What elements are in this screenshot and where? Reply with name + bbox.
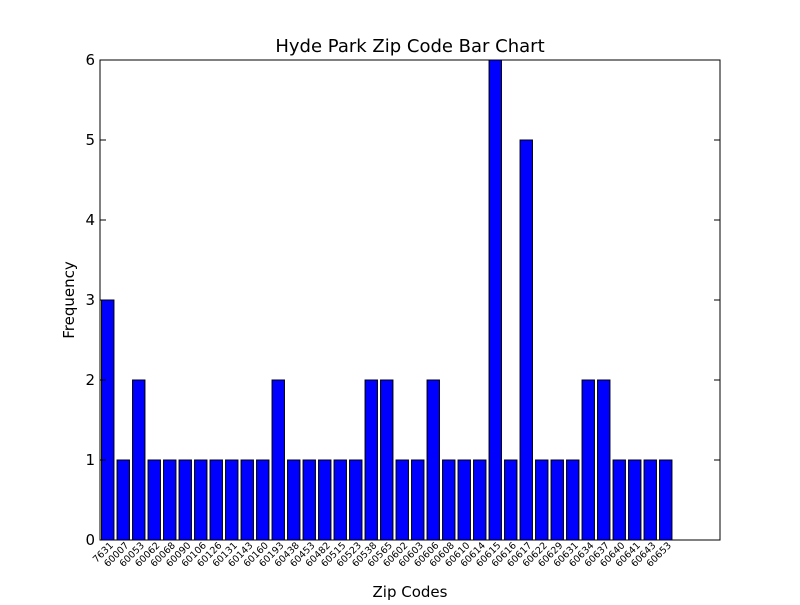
bar-60062	[147, 459, 161, 541]
bar-60610	[457, 459, 471, 541]
bar-60438	[287, 459, 301, 541]
bar-60160	[256, 459, 270, 541]
bar-60482	[318, 459, 332, 541]
bar-60643	[643, 459, 657, 541]
y-ticks-group: 0 1 2 3 4 5 6	[85, 51, 720, 549]
bar-60640	[612, 459, 626, 541]
plot-frame	[99, 59, 721, 541]
bar-60641	[628, 459, 642, 541]
bar-60131	[225, 459, 239, 541]
bar-60614	[473, 459, 487, 541]
y-tick-label: 6	[85, 51, 95, 69]
y-tick-label: 1	[85, 451, 95, 469]
bar-60053	[132, 379, 146, 541]
bar-60068	[163, 459, 177, 541]
bar-60106	[194, 459, 208, 541]
bar-60603	[411, 459, 425, 541]
y-tick-label: 3	[85, 291, 95, 309]
bar-60565	[380, 379, 394, 541]
bar-60653	[659, 459, 673, 541]
y-axis-label: Frequency	[60, 261, 78, 339]
y-tick-label: 4	[85, 211, 95, 229]
x-ticks-group: 7631600076005360062600686009060106601266…	[91, 540, 674, 569]
bars-group	[101, 59, 673, 541]
y-tick-label: 5	[85, 131, 95, 149]
bar-60126	[209, 459, 223, 541]
bar-60606	[426, 379, 440, 541]
bar-60007	[116, 459, 130, 541]
bar-60616	[504, 459, 518, 541]
bar-60538	[364, 379, 378, 541]
bar-60634	[581, 379, 595, 541]
bar-60453	[302, 459, 316, 541]
bar-60617	[519, 139, 533, 541]
bar-60193	[271, 379, 285, 541]
bar-60608	[442, 459, 456, 541]
bar-60523	[349, 459, 363, 541]
y-tick-label: 2	[85, 371, 95, 389]
bar-60631	[566, 459, 580, 541]
bar-60615	[488, 59, 502, 541]
bar-7631	[101, 299, 115, 541]
bar-60515	[333, 459, 347, 541]
bar-60629	[550, 459, 564, 541]
x-axis-label: Zip Codes	[373, 583, 448, 600]
bar-60090	[178, 459, 192, 541]
bar-60622	[535, 459, 549, 541]
bar-60637	[597, 379, 611, 541]
bar-60143	[240, 459, 254, 541]
bar-60602	[395, 459, 409, 541]
y-tick-label: 0	[85, 531, 95, 549]
chart-title: Hyde Park Zip Code Bar Chart	[275, 36, 544, 57]
